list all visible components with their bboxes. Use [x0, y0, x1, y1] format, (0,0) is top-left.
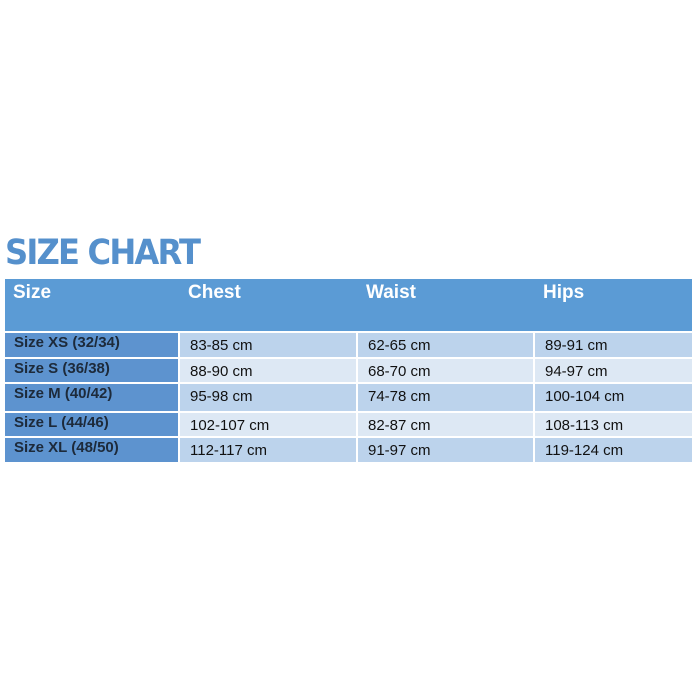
chest-cell: 95-98 cm [180, 384, 356, 411]
size-cell: Size XS (32/34) [5, 333, 178, 357]
header-waist: Waist [366, 282, 416, 303]
chest-cell: 83-85 cm [180, 333, 356, 357]
table-row: Size XL (48/50) 112-117 cm 91-97 cm 119-… [5, 438, 692, 462]
table-row: Size XS (32/34) 83-85 cm 62-65 cm 89-91 … [5, 333, 692, 359]
table-row: Size M (40/42) 95-98 cm 74-78 cm 100-104… [5, 384, 692, 413]
hips-cell: 89-91 cm [535, 333, 692, 357]
size-cell: Size S (36/38) [5, 359, 178, 382]
chest-cell: 88-90 cm [180, 359, 356, 382]
hips-cell: 100-104 cm [535, 384, 692, 411]
waist-cell: 62-65 cm [358, 333, 533, 357]
waist-cell: 91-97 cm [358, 438, 533, 462]
waist-cell: 82-87 cm [358, 413, 533, 436]
size-cell: Size XL (48/50) [5, 438, 178, 462]
header-hips: Hips [543, 282, 585, 303]
table-row: Size L (44/46) 102-107 cm 82-87 cm 108-1… [5, 413, 692, 438]
chest-cell: 112-117 cm [180, 438, 356, 462]
page-title: SIZE CHART [5, 233, 201, 273]
size-cell: Size M (40/42) [5, 384, 178, 411]
hips-cell: 94-97 cm [535, 359, 692, 382]
table-header: Size Chest Waist Hips [5, 279, 692, 333]
chest-cell: 102-107 cm [180, 413, 356, 436]
hips-cell: 108-113 cm [535, 413, 692, 436]
waist-cell: 68-70 cm [358, 359, 533, 382]
header-size: Size [13, 282, 52, 303]
size-chart-table: Size Chest Waist Hips Size XS (32/34) 83… [5, 279, 692, 462]
header-chest: Chest [188, 282, 241, 303]
size-cell: Size L (44/46) [5, 413, 178, 436]
table-row: Size S (36/38) 88-90 cm 68-70 cm 94-97 c… [5, 359, 692, 384]
hips-cell: 119-124 cm [535, 438, 692, 462]
waist-cell: 74-78 cm [358, 384, 533, 411]
